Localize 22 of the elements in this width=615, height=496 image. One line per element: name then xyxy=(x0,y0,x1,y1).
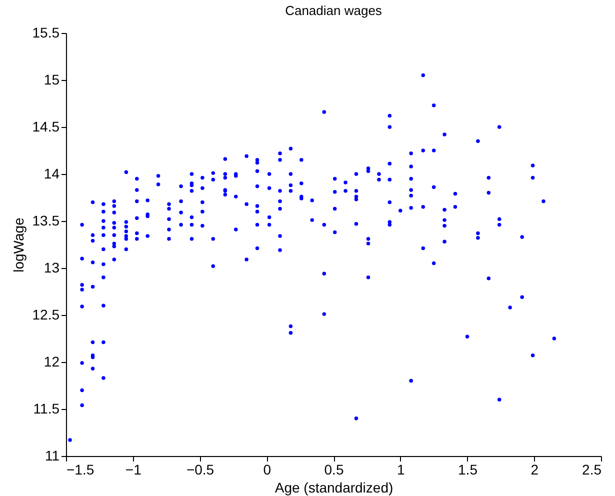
y-tick-label: 12 xyxy=(44,354,60,370)
x-tick-label: 2 xyxy=(530,462,539,478)
x-tick-label: 0 xyxy=(263,462,272,478)
y-tick-label: 13 xyxy=(44,260,60,276)
chart-title: Canadian wages xyxy=(285,3,382,18)
x-tick-label: 2.5 xyxy=(582,462,602,478)
x-tick-label: −1 xyxy=(125,462,142,478)
y-tick-label: 13.5 xyxy=(32,212,60,228)
x-tick-label: 1.5 xyxy=(458,462,478,478)
x-tick-label: 1 xyxy=(396,462,405,478)
y-tick-label: 15.5 xyxy=(32,24,60,40)
x-tick-label: −0.5 xyxy=(186,462,214,478)
y-tick-label: 14 xyxy=(44,166,60,182)
x-tick-label: −1.5 xyxy=(66,462,94,478)
y-tick-label: 11.5 xyxy=(33,400,60,416)
x-axis-title: Age (standardized) xyxy=(274,480,394,496)
y-tick-label: 15 xyxy=(44,72,60,88)
y-tick-label: 12.5 xyxy=(32,306,60,322)
y-axis-title: logWage xyxy=(10,217,26,272)
y-tick-label: 11 xyxy=(44,448,60,464)
y-tick-label: 14.5 xyxy=(32,118,60,134)
x-tick-label: 0.5 xyxy=(324,462,344,478)
